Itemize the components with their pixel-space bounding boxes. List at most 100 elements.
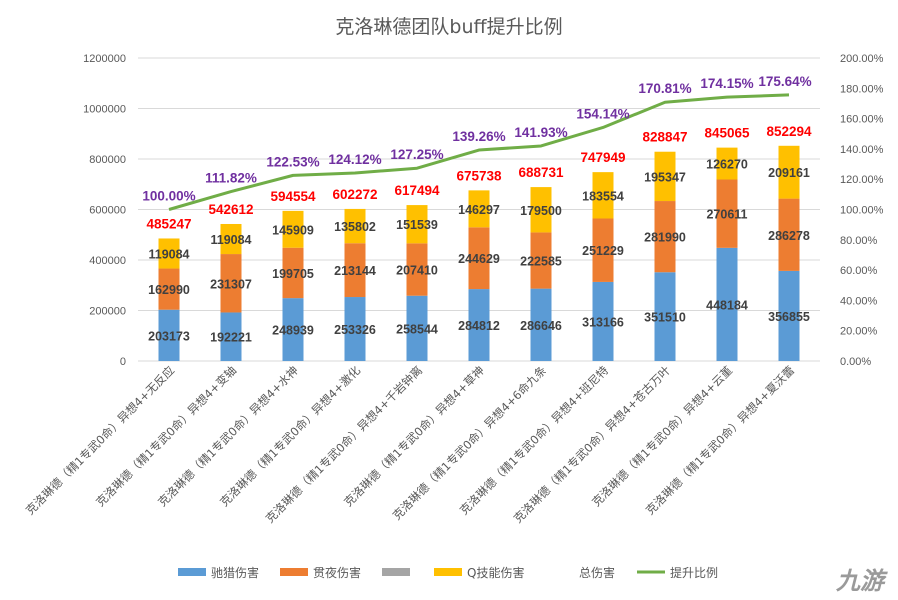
watermark-logo: 九游 — [836, 567, 884, 595]
bar-segment — [344, 297, 366, 361]
bar-segment — [654, 201, 676, 273]
bar-segment — [282, 247, 304, 299]
y-tick-label: 0 — [120, 356, 126, 368]
y-tick-label: 800000 — [89, 154, 126, 166]
segment-value-label: 222585 — [520, 255, 562, 269]
bar-segment — [282, 210, 304, 248]
bar-segment — [778, 270, 800, 361]
segment-value-label: 151539 — [396, 218, 438, 232]
bar-segment — [468, 190, 490, 228]
legend-swatch — [178, 568, 206, 576]
bar-segment — [778, 145, 800, 199]
legend-swatch — [280, 568, 308, 576]
bar-segment — [406, 295, 428, 361]
y-tick-label: 1000000 — [83, 104, 126, 116]
bar-segment — [406, 205, 428, 244]
legend-label: 贯夜伤害 — [313, 565, 361, 580]
y2-tick-label: 0.00% — [840, 356, 871, 368]
bar-segment — [220, 254, 242, 313]
legend: 驰猎伤害 贯夜伤害 Q技能伤害 总伤害 提升比例 — [178, 565, 718, 580]
y2-tick-label: 60.00% — [840, 265, 878, 277]
ratio-value-label: 122.53% — [266, 154, 319, 169]
total-value-label: 747949 — [580, 150, 625, 165]
legend-label: 提升比例 — [670, 565, 718, 580]
segment-value-label: 258544 — [396, 322, 438, 336]
ratio-labels: 100.00% 111.82% 122.53% 124.12% 127.25% 139.2… — [142, 74, 811, 204]
bar-segment — [158, 309, 180, 361]
ratio-line — [168, 93, 790, 211]
segment-value-label: 286278 — [768, 229, 810, 243]
ratio-value-label: 170.81% — [638, 81, 691, 96]
total-value-label: 485247 — [146, 216, 191, 231]
ratio-value-label: 141.93% — [514, 125, 567, 140]
bar-segment — [716, 247, 738, 361]
bar-segment — [592, 218, 614, 282]
legend-label: 总伤害 — [579, 565, 615, 580]
ratio-value-label: 124.12% — [328, 152, 381, 167]
bar-segment — [592, 172, 614, 219]
segment-value-label: 351510 — [644, 311, 686, 325]
ratio-line-path — [168, 93, 790, 211]
category-labels: 克洛琳德（精1专武0命）异想4+无反应克洛琳德（精1专武0命）异想4+变轴克洛琳… — [23, 363, 797, 526]
bar-segment — [716, 179, 738, 248]
segment-value-label: 203173 — [148, 329, 190, 343]
y-tick-label: 1200000 — [83, 53, 126, 65]
segment-value-label: 248939 — [272, 324, 314, 338]
bar-segment — [158, 238, 180, 269]
y-axis: 0 200000 400000 600000 800000 1000000 1200000 — [83, 53, 126, 368]
y-tick-label: 400000 — [89, 255, 126, 267]
legend-label: 驰猎伤害 — [211, 565, 259, 580]
y2-tick-label: 20.00% — [840, 326, 878, 338]
segment-value-label: 183554 — [582, 189, 624, 203]
bar-segment — [654, 272, 676, 361]
stacked-bars — [158, 145, 800, 361]
segment-labels: 203173 162990 119084 192221 231307 119084 2489… — [148, 158, 810, 345]
segment-value-label: 126270 — [706, 158, 748, 172]
y2-tick-label: 40.00% — [840, 295, 878, 307]
bar-segment — [158, 268, 180, 310]
bar-segment — [282, 298, 304, 361]
bar-segment — [344, 243, 366, 298]
bar-segment — [530, 288, 552, 361]
chart-title: 克洛琳德团队buff提升比例 — [335, 16, 562, 38]
segment-value-label: 145909 — [272, 223, 314, 237]
y2-tick-label: 180.00% — [840, 83, 884, 95]
total-value-label: 675738 — [456, 168, 502, 183]
ratio-value-label: 111.82% — [205, 171, 257, 186]
bar-segment — [530, 232, 552, 289]
y2-tick-label: 80.00% — [840, 235, 878, 247]
total-value-label: 617494 — [394, 183, 440, 198]
ratio-value-label: 100.00% — [142, 189, 195, 204]
y2-tick-label: 140.00% — [840, 144, 884, 156]
bar-segment — [406, 243, 428, 296]
legend-swatch — [434, 568, 462, 576]
ratio-value-label: 175.64% — [758, 74, 811, 89]
segment-value-label: 270611 — [706, 208, 747, 222]
segment-value-label: 284812 — [458, 319, 500, 333]
y2-axis: 0.00% 20.00% 40.00% 60.00% 80.00% 100.00% 120.… — [840, 53, 884, 368]
legend-label: Q技能伤害 — [467, 565, 524, 580]
ratio-value-label: 154.14% — [576, 106, 629, 121]
total-value-label: 828847 — [642, 130, 687, 145]
total-value-label: 594554 — [270, 189, 316, 204]
bar-segment — [716, 147, 738, 180]
bar-segment — [344, 208, 366, 244]
segment-value-label: 146297 — [458, 203, 500, 217]
segment-value-label: 135802 — [334, 220, 376, 234]
total-value-label: 542612 — [208, 202, 253, 217]
segment-value-label: 207410 — [396, 264, 438, 278]
bar-segment — [220, 312, 242, 361]
segment-value-label: 209161 — [768, 166, 810, 180]
segment-value-label: 195347 — [644, 170, 686, 184]
y2-tick-label: 100.00% — [840, 205, 884, 217]
bar-segment — [592, 281, 614, 361]
segment-value-label: 281990 — [644, 231, 686, 245]
total-labels: 485247 542612 594554 602272 617494 675738 6887… — [146, 124, 812, 232]
segment-value-label: 119084 — [148, 248, 189, 262]
bar-segment — [220, 223, 242, 255]
y2-tick-label: 200.00% — [840, 53, 884, 65]
segment-value-label: 448184 — [706, 298, 748, 312]
bar-segment — [654, 151, 676, 202]
total-value-label: 852294 — [766, 124, 812, 139]
